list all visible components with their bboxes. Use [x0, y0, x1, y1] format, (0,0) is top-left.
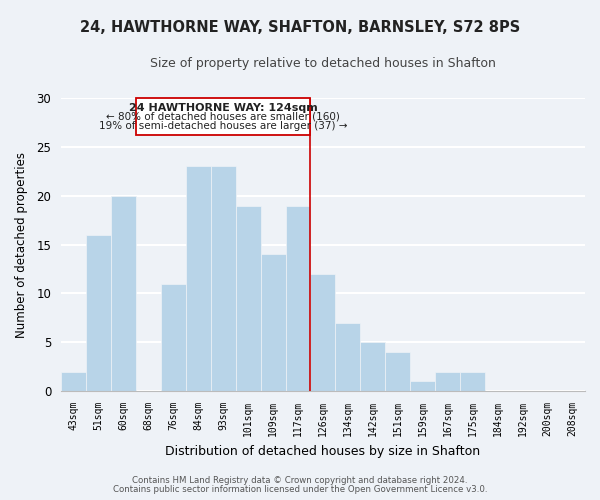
Bar [86, 235, 111, 391]
Bar [460, 372, 485, 391]
Text: 24, HAWTHORNE WAY, SHAFTON, BARNSLEY, S72 8PS: 24, HAWTHORNE WAY, SHAFTON, BARNSLEY, S7… [80, 20, 520, 35]
X-axis label: Distribution of detached houses by size in Shafton: Distribution of detached houses by size … [166, 444, 481, 458]
Bar [260, 254, 286, 391]
Text: Contains HM Land Registry data © Crown copyright and database right 2024.: Contains HM Land Registry data © Crown c… [132, 476, 468, 485]
Text: Contains public sector information licensed under the Open Government Licence v3: Contains public sector information licen… [113, 485, 487, 494]
Text: ← 80% of detached houses are smaller (160): ← 80% of detached houses are smaller (16… [106, 112, 340, 122]
Bar [211, 166, 236, 391]
FancyBboxPatch shape [136, 98, 310, 135]
Bar [310, 274, 335, 391]
Bar [435, 372, 460, 391]
Bar [410, 382, 435, 391]
Bar [236, 206, 260, 391]
Bar [385, 352, 410, 391]
Bar [111, 196, 136, 391]
Text: 19% of semi-detached houses are larger (37) →: 19% of semi-detached houses are larger (… [99, 120, 347, 130]
Text: 24 HAWTHORNE WAY: 124sqm: 24 HAWTHORNE WAY: 124sqm [129, 103, 317, 113]
Y-axis label: Number of detached properties: Number of detached properties [15, 152, 28, 338]
Bar [161, 284, 186, 391]
Title: Size of property relative to detached houses in Shafton: Size of property relative to detached ho… [150, 58, 496, 70]
Bar [186, 166, 211, 391]
Bar [335, 323, 361, 391]
Bar [361, 342, 385, 391]
Bar [286, 206, 310, 391]
Bar [61, 372, 86, 391]
